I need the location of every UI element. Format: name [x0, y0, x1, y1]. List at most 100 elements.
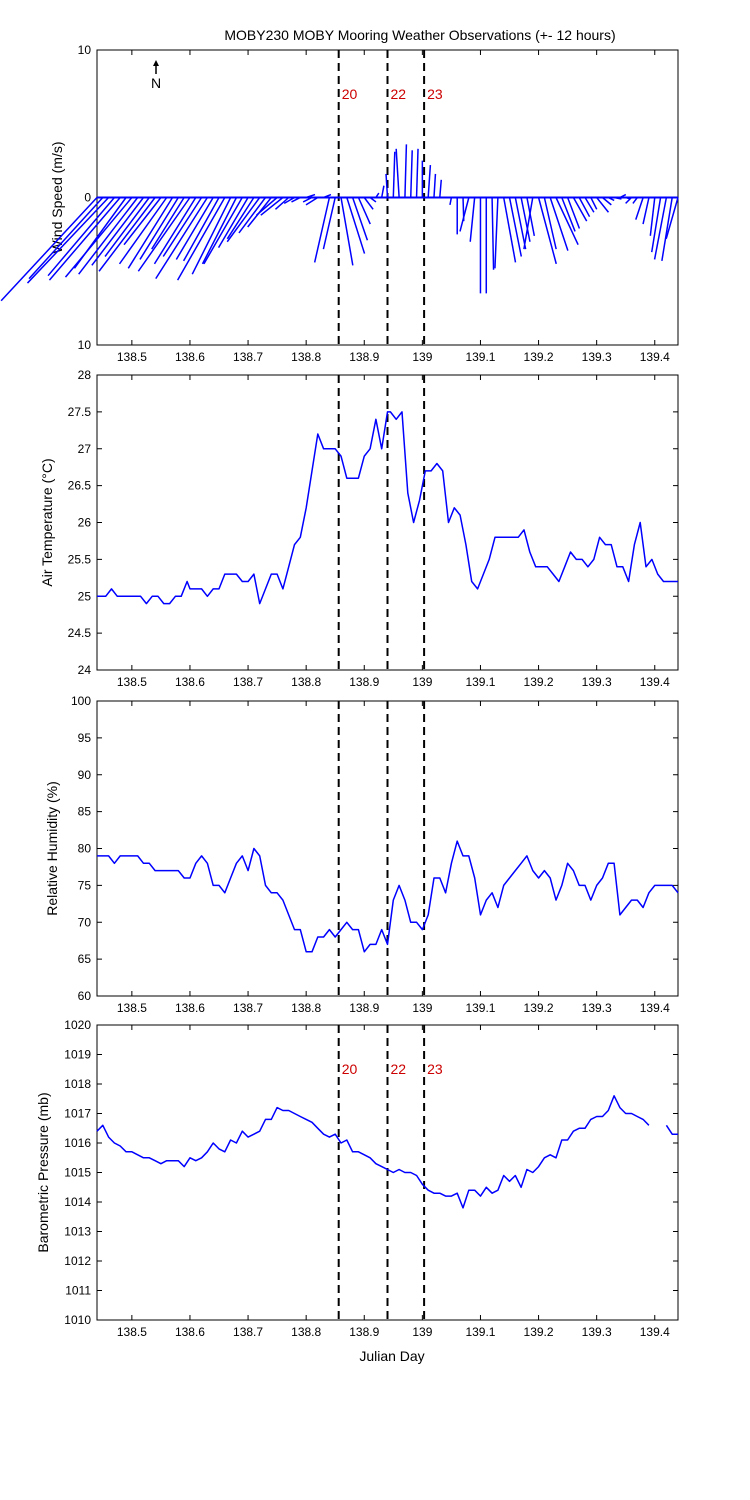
marker-label: 23 — [427, 1061, 443, 1077]
y-tick-label: 80 — [78, 842, 92, 856]
y-tick-label: 75 — [78, 878, 92, 892]
y-tick-label: 85 — [78, 805, 92, 819]
x-tick-label: 139.2 — [524, 675, 554, 689]
x-tick-label: 138.6 — [175, 1325, 205, 1339]
figure-title: MOBY230 MOBY Mooring Weather Observation… — [224, 27, 615, 43]
wind-vector — [203, 197, 243, 265]
wind-vector — [409, 150, 413, 198]
y-tick-label: 1019 — [64, 1048, 91, 1062]
wind-vector — [217, 197, 249, 249]
wind-vector — [363, 197, 374, 210]
wind-vector — [619, 193, 627, 199]
x-tick-label: 138.8 — [291, 1325, 321, 1339]
wind-vector — [555, 197, 579, 246]
x-tick-label: 139.3 — [582, 1001, 612, 1015]
x-tick-label: 139.1 — [465, 675, 495, 689]
wind-vector — [139, 197, 179, 260]
wind-vector — [28, 196, 104, 280]
wind-vector — [661, 197, 673, 262]
y-tick-label: 25 — [78, 589, 92, 603]
series-line — [97, 411, 678, 605]
wind-vector — [118, 197, 168, 265]
wind-vector — [601, 196, 612, 206]
wind-vector — [323, 193, 332, 199]
wind-vector — [375, 192, 380, 198]
y-tick-label: 65 — [78, 952, 92, 966]
wind-vector — [176, 197, 226, 281]
wind-vector — [523, 197, 534, 250]
wind-vector — [291, 196, 301, 203]
wind-vector — [226, 197, 261, 243]
x-tick-label: 139 — [412, 1325, 432, 1339]
wind-vector — [305, 193, 316, 199]
wind-vector — [47, 197, 116, 277]
wind-vector — [395, 148, 400, 198]
wind-vector — [520, 197, 531, 242]
wind-vector — [607, 196, 615, 202]
wind-vector — [494, 197, 499, 269]
x-tick-label: 138.7 — [233, 1001, 263, 1015]
wind-vector — [369, 196, 377, 203]
y-tick-label: 100 — [71, 694, 91, 708]
wind-vector — [305, 196, 319, 206]
north-label: N — [151, 75, 161, 91]
y-tick-label: 26 — [78, 516, 92, 530]
y-tick-label: 60 — [78, 989, 92, 1003]
y-tick-label: 1020 — [64, 1018, 91, 1032]
x-tick-label: 139.3 — [582, 675, 612, 689]
x-tick-label: 139 — [412, 675, 432, 689]
wind-vector — [357, 197, 371, 225]
x-tick-label: 138.9 — [349, 675, 379, 689]
wind-vector — [392, 151, 396, 198]
y-tick-label: 10 — [78, 43, 92, 57]
x-tick-label: 139.4 — [640, 350, 670, 364]
wind-vector — [650, 197, 662, 253]
series-line — [665, 1124, 678, 1135]
x-tick-label: 138.5 — [117, 1325, 147, 1339]
y-tick-label: 90 — [78, 768, 92, 782]
wind-vector — [596, 197, 610, 213]
wind-vector — [502, 197, 517, 263]
y-tick-label: 1011 — [65, 1284, 91, 1298]
x-tick-label: 138.7 — [233, 675, 263, 689]
relative-humidity-panel: 138.5 138.6 138.7 138.8 138.9 139 139.1 139.2 13… — [44, 694, 679, 1015]
y-tick-label: 25.5 — [68, 552, 92, 566]
wind-vector — [665, 197, 679, 240]
wind-vector — [625, 196, 633, 204]
y-tick-label: 26.5 — [68, 479, 92, 493]
y-tick-label: 28 — [78, 368, 92, 382]
wind-vector — [449, 197, 453, 206]
y-tick-label: 27.5 — [68, 405, 92, 419]
north-arrow-icon — [153, 60, 159, 74]
x-tick-label: 138.6 — [175, 350, 205, 364]
wind-vector — [64, 197, 133, 278]
wind-vector — [632, 197, 638, 204]
x-tick-label: 138.5 — [117, 350, 147, 364]
wind-vector — [226, 197, 255, 240]
wind-vector — [322, 197, 336, 250]
wind-vector — [549, 197, 569, 251]
wind-vector — [48, 197, 121, 281]
wind-vector — [78, 197, 139, 275]
air-temperature-panel: 138.5 138.6 138.7 138.8 138.9 139 139.1 139.2 13… — [39, 368, 679, 689]
wind-vector — [469, 197, 476, 242]
wind-vector — [561, 197, 576, 232]
wind-vector — [162, 197, 203, 257]
wind-vector — [613, 196, 622, 200]
y-tick-label: 1017 — [64, 1107, 91, 1121]
marker-label: 22 — [391, 1061, 407, 1077]
y-tick-label: 70 — [78, 915, 92, 929]
y-axis-label: Wind Speed (m/s) — [49, 141, 65, 253]
wind-vector — [653, 197, 668, 260]
x-tick-label: 139.4 — [640, 1001, 670, 1015]
x-tick-label: 138.9 — [349, 350, 379, 364]
wind-vector — [260, 196, 284, 216]
x-tick-label: 139 — [412, 1001, 432, 1015]
wind-vector — [153, 197, 197, 265]
y-tick-label: 1016 — [64, 1136, 91, 1150]
x-tick-label: 138.5 — [117, 1001, 147, 1015]
wind-vector — [201, 197, 238, 265]
marker-label: 22 — [391, 86, 407, 102]
